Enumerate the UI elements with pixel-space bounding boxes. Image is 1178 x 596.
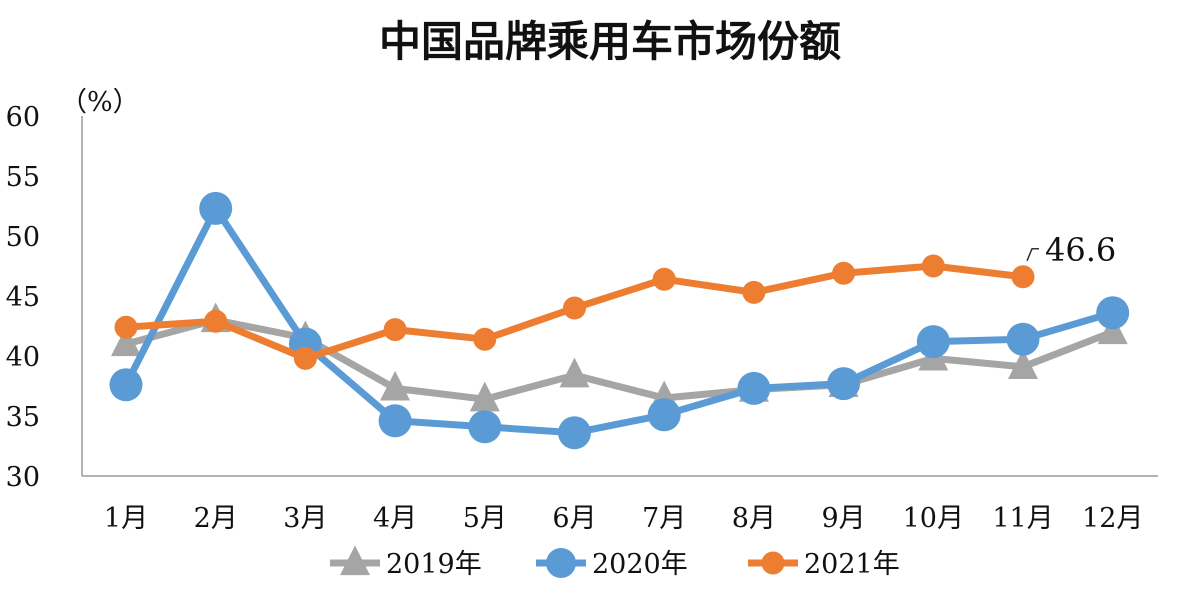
series-line: [122, 204, 1117, 437]
x-tick-label: 10月: [903, 503, 964, 534]
data-point: [199, 191, 233, 225]
data-point: [737, 371, 771, 405]
legend-label: 2021年: [804, 549, 900, 580]
data-point: [921, 254, 945, 278]
y-tick-label: 60: [6, 102, 40, 133]
data-point: [563, 296, 586, 320]
x-tick-label: 12月: [1082, 503, 1143, 534]
series-layer: [109, 191, 1130, 450]
series-2021年: [114, 254, 1035, 370]
data-point: [832, 261, 856, 285]
legend-item: 2020年: [536, 548, 688, 580]
legend-swatch-marker: [761, 551, 785, 575]
data-point: [378, 404, 412, 438]
y-tick-label: 55: [6, 162, 40, 193]
data-point: [1006, 322, 1040, 356]
x-tick-label: 5月: [463, 503, 507, 534]
y-tick-label: 45: [6, 282, 40, 313]
x-tick-label: 11月: [992, 503, 1053, 534]
data-point: [111, 326, 141, 357]
chart-legend: 2019年 2020年 2021年: [330, 545, 900, 580]
annotation-leader-line: [1026, 248, 1039, 262]
y-tick-label: 50: [6, 222, 40, 253]
y-axis-tick-labels: 30 35 40 45 50 55 60: [6, 102, 40, 493]
data-point: [469, 381, 500, 412]
legend-swatch-marker: [546, 548, 576, 578]
data-point: [109, 368, 143, 402]
data-point: [559, 357, 590, 388]
chart-title: 中国品牌乘用车市场份额: [379, 17, 841, 66]
data-point: [652, 267, 676, 291]
data-point: [473, 327, 497, 351]
data-point: [1096, 296, 1130, 330]
annotation-layer: 46.6: [1026, 231, 1116, 269]
data-point: [647, 398, 681, 432]
legend-label: 2019年: [386, 549, 482, 580]
y-tick-label: 35: [6, 402, 40, 433]
x-axis-tick-labels: 1月 2月 3月 4月 5月 6月 7月 8月 9月 10月 11月 12月: [104, 503, 1143, 534]
x-tick-label: 4月: [373, 503, 417, 534]
data-point: [742, 280, 766, 304]
y-axis-unit-label: （%）: [60, 87, 140, 118]
data-point: [114, 315, 138, 339]
x-tick-label: 6月: [552, 503, 596, 534]
data-point: [468, 410, 502, 444]
legend-item: 2021年: [748, 549, 900, 580]
legend-item: 2019年: [330, 545, 482, 580]
y-tick-label: 30: [6, 462, 40, 493]
x-tick-label: 3月: [283, 503, 327, 534]
x-tick-label: 2月: [194, 503, 238, 534]
legend-swatch-marker: [340, 545, 370, 576]
annotation-label: 46.6: [1045, 231, 1116, 269]
data-point: [558, 416, 591, 450]
data-point: [204, 309, 228, 333]
legend-label: 2020年: [592, 549, 688, 580]
series-2019年: [111, 302, 1128, 412]
chart-axes: [81, 116, 1158, 477]
data-point: [380, 370, 411, 401]
x-tick-label: 7月: [642, 503, 686, 534]
series-line: [122, 316, 1117, 403]
data-point: [1011, 265, 1035, 289]
data-point: [916, 325, 950, 359]
data-point: [827, 367, 861, 401]
x-tick-label: 1月: [104, 503, 148, 534]
y-tick-label: 40: [6, 342, 40, 373]
data-point: [293, 346, 317, 370]
x-tick-label: 9月: [822, 503, 866, 534]
data-point: [1008, 349, 1038, 379]
data-point: [383, 318, 407, 342]
series-2020年: [109, 191, 1130, 450]
x-tick-label: 8月: [732, 503, 776, 534]
